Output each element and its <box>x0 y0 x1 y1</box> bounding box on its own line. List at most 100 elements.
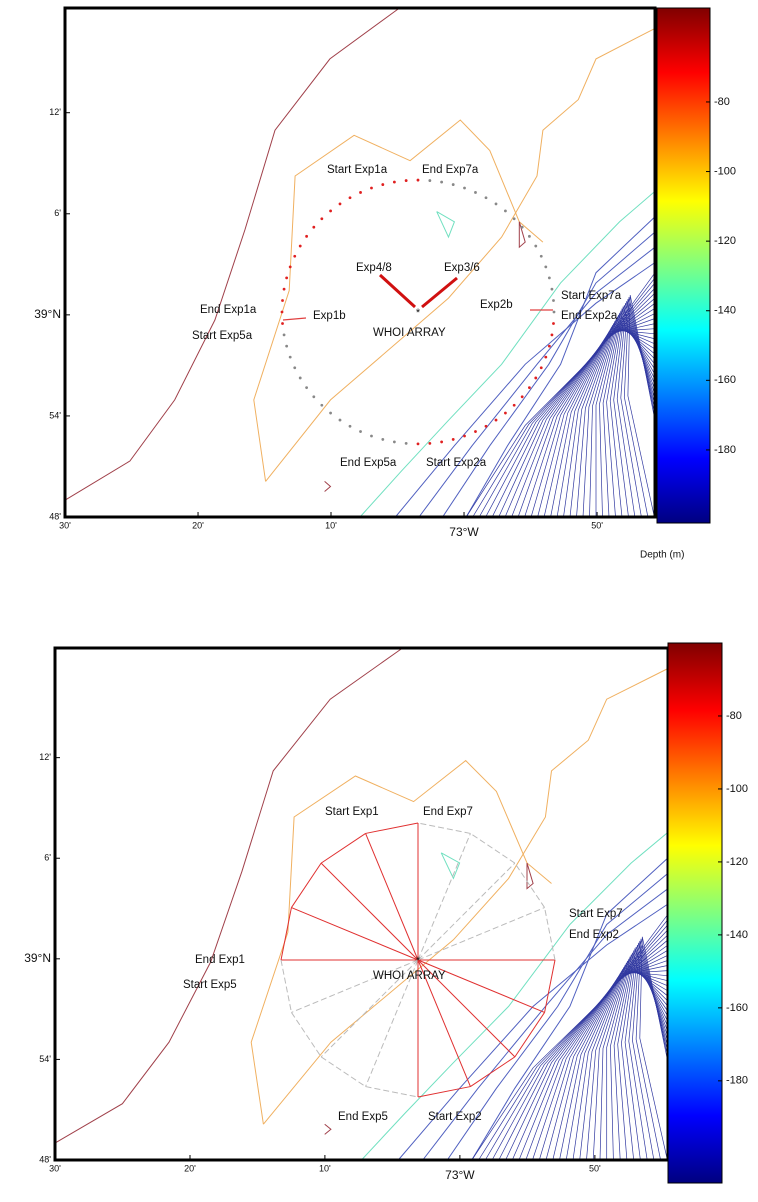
track-dot <box>520 225 524 229</box>
track-dot <box>494 202 498 206</box>
annotation: Exp3/6 <box>444 262 480 274</box>
track-dot <box>512 403 516 407</box>
track-dot <box>305 386 308 390</box>
track-dot <box>534 376 538 380</box>
track-dot <box>534 244 538 248</box>
y-tick-label: 54' <box>49 410 61 420</box>
track-edge <box>365 1086 419 1098</box>
track-dot <box>329 209 332 213</box>
y-tick-label: 6' <box>44 853 51 863</box>
depth-contour <box>556 325 656 518</box>
track-dot <box>392 180 396 184</box>
colorbar-tick-label: -100 <box>714 165 736 177</box>
annotation: Start Exp1a <box>327 164 388 176</box>
track-dot <box>547 344 551 348</box>
track-dot <box>298 376 302 380</box>
track-edge <box>417 822 471 834</box>
track-edge <box>544 959 556 1013</box>
annotation: End Exp1a <box>200 304 257 316</box>
x-tick-label: 50' <box>589 1163 601 1173</box>
track-dot <box>451 438 455 441</box>
depth-contour <box>253 119 544 482</box>
annotation: WHOI ARRAY <box>373 327 446 339</box>
colorbar-label: Depth (m) <box>640 550 684 561</box>
colorbar <box>667 642 723 1184</box>
depth-contour <box>526 862 534 890</box>
track-dot <box>359 191 362 194</box>
track-line <box>282 317 307 321</box>
track-edge <box>514 862 545 908</box>
annotation: WHOI ARRAY <box>373 970 446 982</box>
annotation: Exp1b <box>313 310 346 322</box>
colorbar-tick-label: -160 <box>726 1002 748 1014</box>
track-dot <box>381 438 385 441</box>
colorbar-tick-label: -180 <box>714 444 736 456</box>
track-dot <box>416 178 420 182</box>
depth-contour <box>559 969 669 1161</box>
y-tick-label: 12' <box>49 107 61 117</box>
x-tick-label: 50' <box>591 520 603 530</box>
track-dot <box>416 442 420 446</box>
track-dot <box>494 418 498 422</box>
track-dot <box>528 234 531 238</box>
depth-contour <box>361 831 669 1161</box>
track-edge <box>280 907 292 961</box>
track-dot <box>381 183 385 186</box>
track-spoke <box>417 907 545 961</box>
annotation: Start Exp2a <box>426 457 487 469</box>
annotation: Start Exp7 <box>569 908 623 920</box>
track-dot <box>539 254 543 258</box>
x-tick-label: 30' <box>49 1163 61 1173</box>
depth-contour <box>511 308 656 518</box>
track-spoke <box>365 833 419 961</box>
track-dot <box>404 179 408 182</box>
track-dot <box>550 287 554 291</box>
depth-contour <box>263 668 669 1125</box>
array-marker: * <box>416 955 421 967</box>
track-edge <box>417 1086 471 1098</box>
track-dot <box>440 440 444 444</box>
annotation: End Exp5a <box>340 457 397 469</box>
y-tick-label: 39°N <box>24 951 51 965</box>
track-dot <box>528 386 531 390</box>
track-dot <box>281 322 284 325</box>
depth-contour <box>436 211 456 239</box>
track-dot <box>282 333 286 337</box>
track-dot <box>512 217 516 221</box>
track-dot <box>288 265 292 269</box>
annotation: Start Exp5a <box>192 330 253 342</box>
colorbar <box>656 7 711 524</box>
track-dot <box>392 440 396 444</box>
track-dot <box>348 196 352 200</box>
depth-contour <box>397 903 669 1161</box>
track-dot <box>285 276 289 280</box>
depth-contour <box>525 954 669 1161</box>
track-dot <box>463 186 466 190</box>
track-dot <box>281 299 284 302</box>
map-frame <box>63 6 657 519</box>
track-dot <box>305 234 308 238</box>
colorbar-tick-label: -120 <box>714 235 736 247</box>
annotation: End Exp7 <box>423 806 473 818</box>
track-dot <box>288 355 292 359</box>
track-dot <box>338 418 342 422</box>
depth-contour <box>265 27 656 482</box>
track-dot <box>320 217 324 221</box>
colorbar-tick-label: -100 <box>726 783 748 795</box>
annotation: Start Exp5 <box>183 979 237 991</box>
track-dot <box>282 287 286 291</box>
track-dot <box>550 333 554 337</box>
track-dot <box>504 411 507 415</box>
x-tick-label: 30' <box>59 520 71 530</box>
track-dot <box>552 322 555 325</box>
annotation: End Exp7a <box>422 164 479 176</box>
depth-contour <box>446 872 669 1161</box>
depth-contour <box>517 313 656 518</box>
colorbar-tick-label: -80 <box>726 710 742 722</box>
depth-contour <box>465 216 656 518</box>
track-dot <box>451 183 455 186</box>
y-tick-label: 48' <box>49 511 61 521</box>
track-edge <box>470 833 516 864</box>
track-dot <box>285 344 289 348</box>
